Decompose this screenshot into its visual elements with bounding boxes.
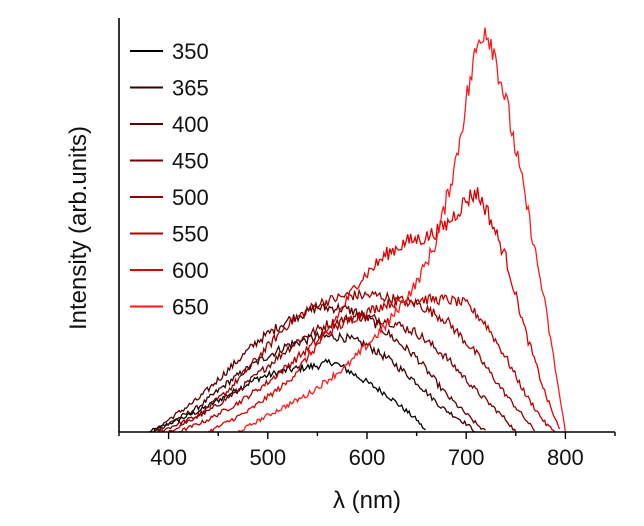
x-tick-label: 700	[448, 445, 485, 470]
legend-label-400: 400	[172, 112, 209, 137]
x-axis-title: λ (nm)	[333, 487, 401, 514]
legend-label-500: 500	[172, 185, 209, 210]
x-tick-label: 400	[150, 445, 187, 470]
series-line-600	[207, 187, 561, 433]
series-line-550	[178, 293, 556, 433]
legend-label-365: 365	[172, 76, 209, 101]
series-line-650	[237, 27, 567, 433]
legend-label-650: 650	[172, 295, 209, 320]
legend-label-350: 350	[172, 39, 209, 64]
y-axis-title: Intensity (arb.units)	[65, 126, 92, 330]
series-line-500	[168, 288, 536, 433]
legend-label-600: 600	[172, 258, 209, 283]
legend-label-450: 450	[172, 149, 209, 174]
x-tick-label: 500	[249, 445, 286, 470]
series-line-450	[158, 311, 517, 433]
legend-label-550: 550	[172, 222, 209, 247]
x-tick-label: 800	[547, 445, 584, 470]
series-line-400	[153, 302, 486, 432]
x-axis-ticks: 400 500 600 700 800	[118, 432, 616, 470]
plot-lines	[148, 27, 567, 433]
legend: 350 365 400 450 500 550 600 650	[130, 39, 209, 320]
x-tick-label: 600	[349, 445, 386, 470]
